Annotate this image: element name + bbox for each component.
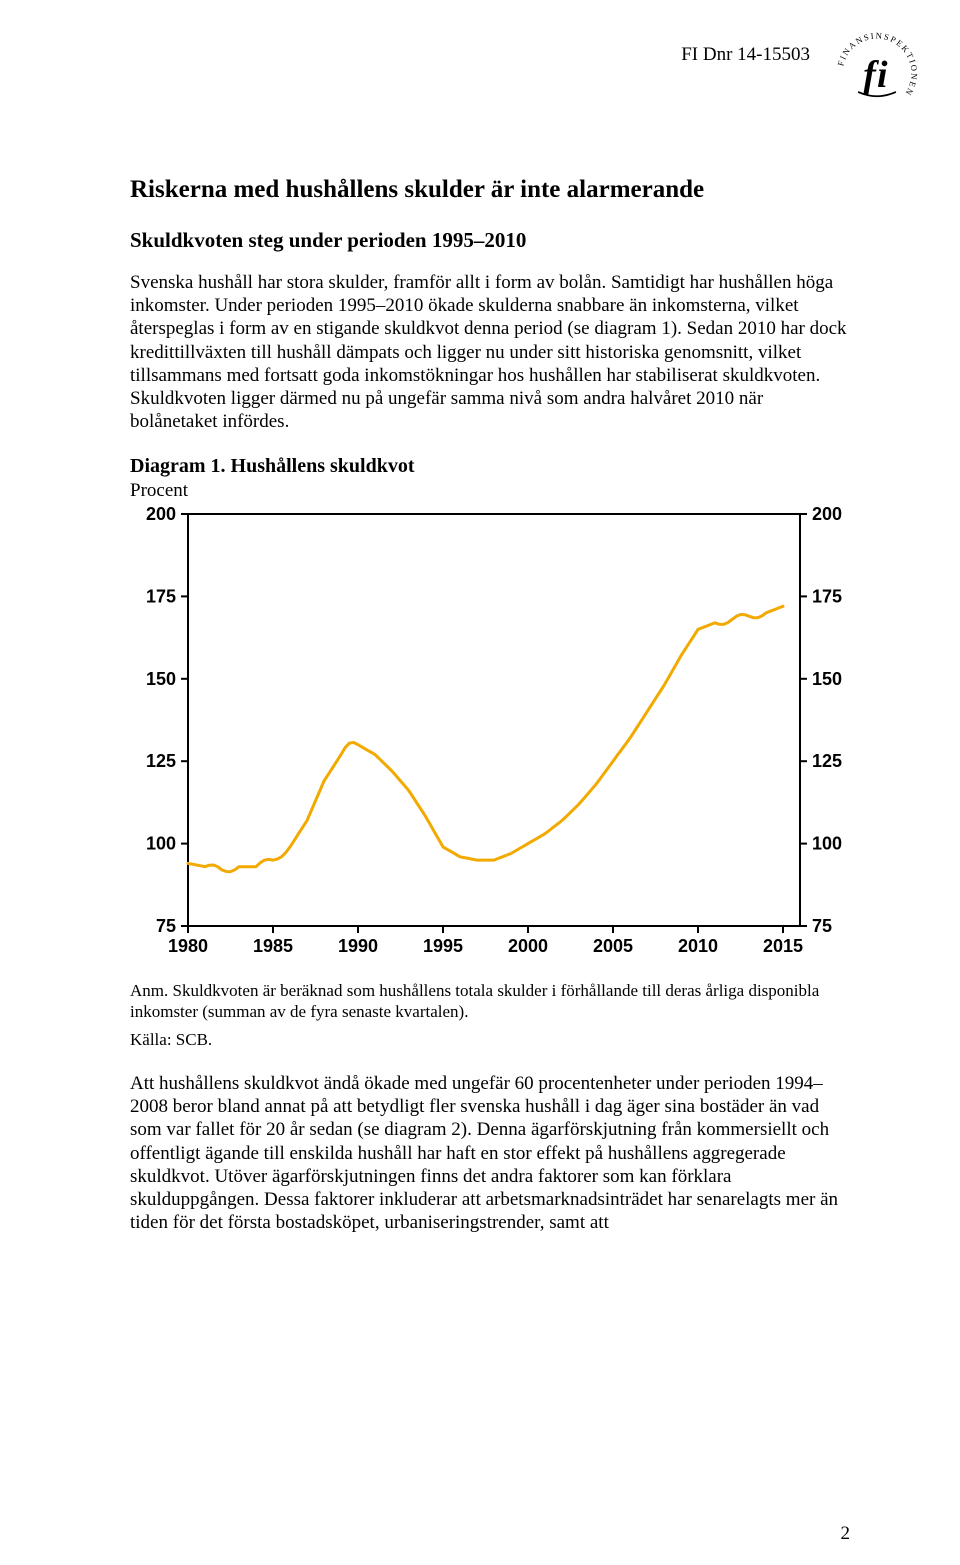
- fi-logo: FINANSINSPEKTIONEN f i: [834, 30, 920, 116]
- svg-text:2015: 2015: [763, 936, 803, 956]
- svg-text:2005: 2005: [593, 936, 633, 956]
- chart-source: Källa: SCB.: [130, 1030, 850, 1050]
- chart-y-unit: Procent: [130, 480, 850, 502]
- document-id: FI Dnr 14-15503: [681, 30, 810, 66]
- svg-text:150: 150: [146, 669, 176, 689]
- body-paragraph-2: Att hushållens skuldkvot ändå ökade med …: [130, 1072, 850, 1234]
- svg-text:125: 125: [812, 751, 842, 771]
- svg-text:1980: 1980: [168, 936, 208, 956]
- svg-text:75: 75: [156, 916, 176, 936]
- svg-text:175: 175: [146, 587, 176, 607]
- chart-note: Anm. Skuldkvoten är beräknad som hushåll…: [130, 981, 850, 1022]
- svg-text:2010: 2010: [678, 936, 718, 956]
- chart-title: Diagram 1. Hushållens skuldkvot: [130, 455, 850, 478]
- svg-text:1985: 1985: [253, 936, 293, 956]
- svg-text:200: 200: [812, 506, 842, 524]
- svg-text:150: 150: [812, 669, 842, 689]
- svg-text:100: 100: [812, 834, 842, 854]
- line-chart: 75 75 100 100 125 125 150 150 175 175 200 200 1980 19…: [130, 506, 850, 971]
- page-header: FI Dnr 14-15503 FINANSINSPEKTIONEN f i: [130, 30, 920, 116]
- page-title: Riskerna med hushållens skulder är inte …: [130, 176, 850, 204]
- svg-text:i: i: [877, 54, 888, 96]
- svg-text:75: 75: [812, 916, 832, 936]
- section-subheading: Skuldkvoten steg under perioden 1995–201…: [130, 228, 850, 253]
- body-paragraph-1: Svenska hushåll har stora skulder, framf…: [130, 271, 850, 433]
- svg-text:175: 175: [812, 587, 842, 607]
- svg-text:125: 125: [146, 751, 176, 771]
- page-number: 2: [841, 1523, 851, 1545]
- svg-text:1995: 1995: [423, 936, 463, 956]
- svg-text:200: 200: [146, 506, 176, 524]
- svg-text:100: 100: [146, 834, 176, 854]
- svg-text:1990: 1990: [338, 936, 378, 956]
- svg-text:2000: 2000: [508, 936, 548, 956]
